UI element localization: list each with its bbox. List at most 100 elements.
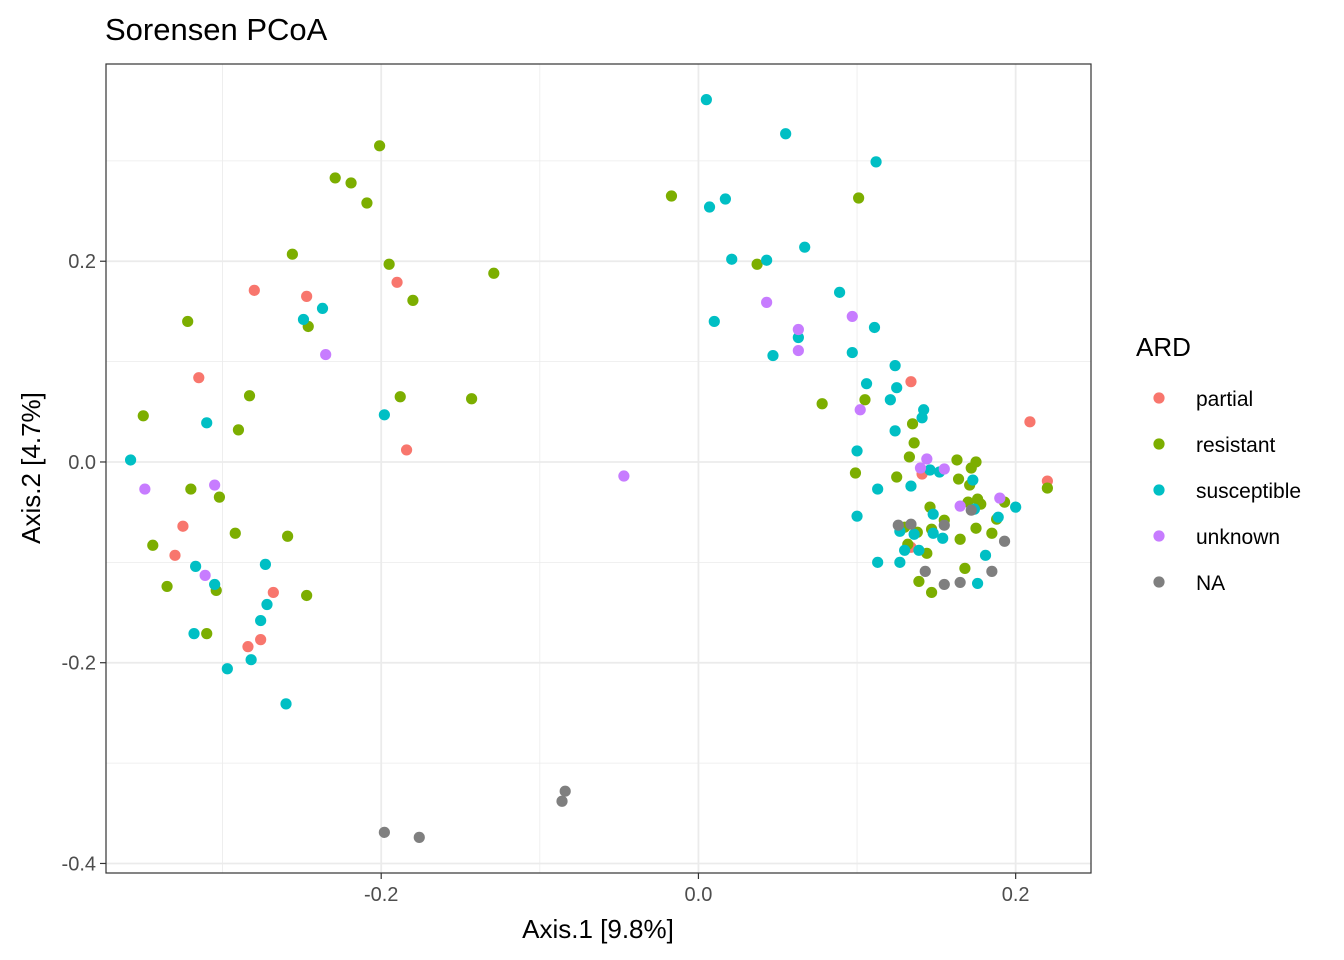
data-point: [891, 471, 903, 483]
data-point: [719, 193, 731, 205]
data-point: [767, 349, 779, 362]
y-axis-title: Axis.2 [4.7%]: [16, 392, 46, 544]
data-point: [954, 576, 966, 589]
data-point: [665, 190, 678, 202]
data-point: [182, 315, 194, 328]
x-tick-label: 0.2: [1002, 884, 1030, 906]
data-point: [846, 310, 858, 323]
data-point: [849, 467, 862, 479]
data-point: [329, 172, 341, 184]
data-point: [259, 558, 272, 570]
data-point: [854, 404, 866, 416]
data-point: [559, 785, 571, 797]
data-point: [971, 577, 984, 590]
data-point: [938, 519, 950, 531]
data-point: [894, 556, 906, 568]
data-point: [951, 454, 963, 466]
data-point: [169, 549, 181, 561]
data-point: [556, 795, 568, 807]
series-na: [378, 504, 1011, 843]
data-point: [925, 586, 938, 599]
data-point: [921, 453, 933, 465]
legend-label: NA: [1196, 572, 1225, 595]
data-point: [391, 276, 403, 288]
data-point: [889, 425, 901, 437]
data-point: [986, 527, 998, 539]
legend-label: resistant: [1196, 434, 1276, 457]
data-point: [872, 483, 884, 495]
data-point: [937, 532, 949, 544]
data-point: [407, 294, 419, 306]
data-point: [383, 258, 395, 270]
plot-panel-border: [105, 63, 1092, 874]
data-point: [374, 140, 386, 152]
x-tick-label: -0.2: [364, 884, 398, 906]
data-point: [851, 510, 863, 522]
data-point: [792, 344, 804, 357]
data-point: [906, 418, 919, 430]
data-point: [870, 156, 882, 168]
data-point: [970, 456, 982, 468]
data-point: [267, 586, 279, 599]
legend-label: partial: [1196, 388, 1253, 411]
data-point: [378, 409, 390, 421]
data-point: [124, 454, 137, 466]
data-point: [229, 527, 241, 539]
data-point: [905, 480, 917, 492]
data-point: [954, 533, 966, 545]
data-point: [905, 518, 917, 530]
data-point: [161, 580, 173, 593]
data-point: [892, 519, 904, 531]
data-point: [954, 500, 966, 512]
x-axis: -0.2 0.0 0.2: [364, 873, 1030, 906]
data-point: [177, 520, 189, 532]
data-point: [860, 378, 873, 390]
data-point: [185, 483, 197, 495]
legend-item-resistant: resistant: [1153, 434, 1276, 457]
data-point: [799, 241, 811, 253]
data-point: [242, 641, 254, 653]
data-point: [703, 201, 716, 213]
legend-item-na: NA: [1153, 572, 1225, 595]
data-point: [889, 360, 901, 372]
legend-key: [1153, 438, 1165, 450]
data-point: [992, 511, 1004, 523]
data-point: [280, 698, 292, 710]
data-point: [316, 302, 329, 315]
data-point: [868, 321, 881, 334]
legend-key: [1153, 392, 1165, 404]
legend-item-unknown: unknown: [1153, 526, 1280, 549]
data-point: [851, 445, 863, 457]
data-point: [139, 483, 151, 495]
data-point: [213, 491, 226, 503]
data-point: [938, 578, 950, 591]
data-point: [245, 654, 257, 666]
data-point: [903, 451, 915, 463]
data-point: [994, 492, 1006, 504]
data-point: [916, 412, 928, 424]
x-axis-title: Axis.1 [9.8%]: [522, 914, 674, 944]
data-point: [1010, 501, 1022, 513]
data-point: [884, 394, 896, 406]
data-point: [708, 315, 720, 328]
data-point: [255, 634, 267, 646]
data-point: [700, 94, 712, 106]
data-point: [282, 530, 294, 542]
legend-key: [1153, 530, 1165, 542]
series-susceptible: [124, 94, 1022, 710]
data-point: [761, 254, 773, 266]
legend-label: susceptible: [1196, 480, 1301, 503]
data-point: [1024, 416, 1036, 428]
data-point: [248, 284, 260, 296]
data-point: [965, 504, 977, 516]
data-point: [792, 331, 804, 344]
legend-label: unknown: [1196, 526, 1280, 549]
legend-item-partial: partial: [1153, 388, 1253, 411]
data-point: [147, 539, 159, 551]
data-point: [190, 560, 202, 572]
grid-major: [106, 64, 1091, 873]
chart-title: Sorensen PCoA: [105, 12, 328, 47]
data-point: [919, 565, 931, 577]
data-point: [301, 589, 313, 602]
